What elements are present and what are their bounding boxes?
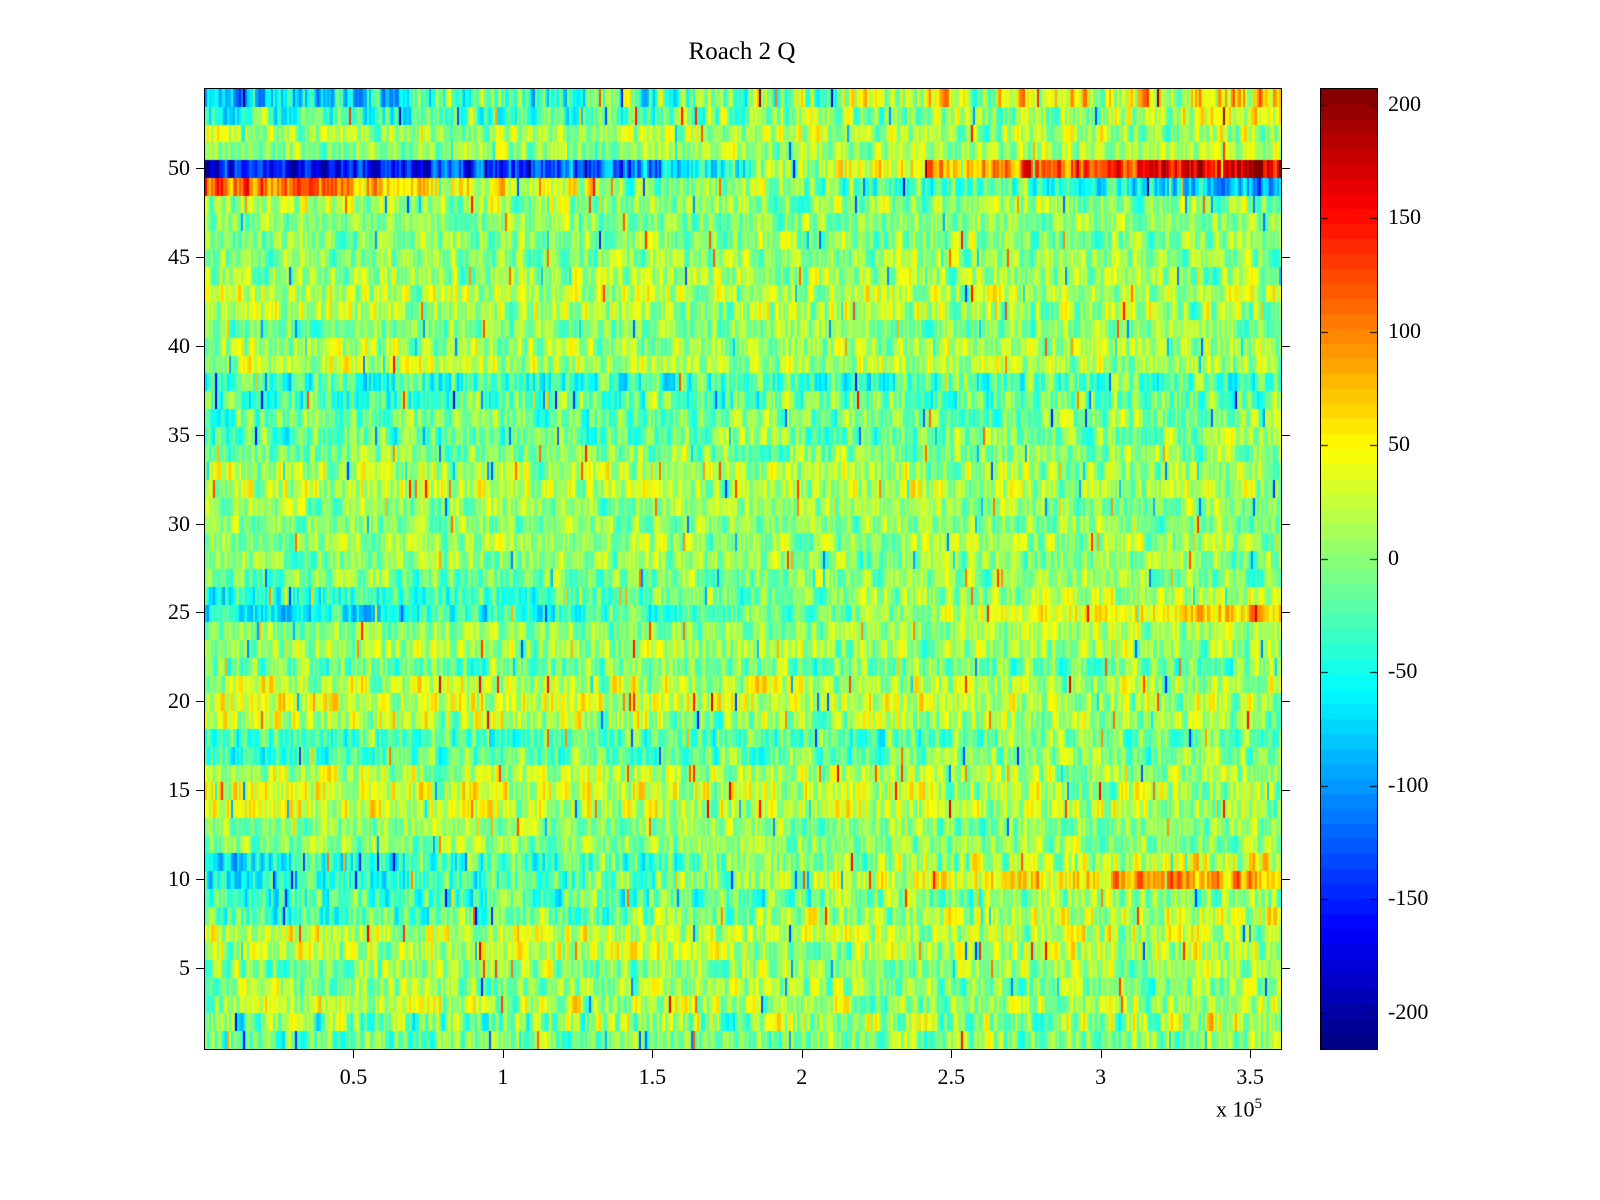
x-tick-label: 1 [497,1064,509,1089]
tick-mark [1282,346,1290,347]
colorbar-tick-label: 150 [1388,204,1421,230]
x-axis-multiplier: x 105 [1216,1096,1262,1122]
tick-mark [1282,435,1290,436]
x-tick-label: 0.5 [339,1064,368,1089]
plot-area [204,88,1282,1050]
tick-mark [1282,524,1290,525]
y-tick-label: 30 [168,510,190,536]
tick-mark [1282,701,1290,702]
tick-mark [196,257,204,258]
colorbar-tick-label: -100 [1388,771,1429,797]
x-tick-label: 1.5 [638,1064,667,1089]
tick-mark [1282,257,1290,258]
tick-mark [503,1050,504,1058]
tick-mark [1282,790,1290,791]
colorbar-tick-label: -150 [1388,885,1429,911]
tick-mark [196,790,204,791]
tick-mark [1282,968,1290,969]
x-tick-label: 3 [1095,1064,1107,1089]
tick-mark [1250,1050,1251,1058]
tick-mark [353,1050,354,1058]
tick-mark [196,968,204,969]
x-axis-multiplier-exponent: 5 [1254,1096,1263,1112]
tick-mark [196,524,204,525]
y-tick-label: 40 [168,332,190,358]
tick-mark [196,612,204,613]
colorbar-tick-label: 200 [1388,90,1421,116]
tick-mark [196,168,204,169]
y-tick-label: 45 [168,243,190,269]
colorbar-tick-label: -50 [1388,658,1418,684]
colorbar-canvas [1321,89,1377,1049]
y-tick-label: 50 [168,155,190,180]
tick-mark [1101,1050,1102,1058]
tick-mark [1282,612,1290,613]
colorbar [1320,88,1378,1050]
y-tick-label: 15 [168,777,190,803]
x-axis-multiplier-prefix: x 10 [1216,1096,1255,1122]
tick-mark [196,435,204,436]
x-tick-label: 2 [796,1064,808,1089]
x-tick-label: 3.5 [1236,1064,1264,1089]
tick-mark [196,879,204,880]
tick-mark [1282,879,1290,880]
y-tick-label: 5 [179,955,190,980]
tick-mark [802,1050,803,1058]
tick-mark [652,1050,653,1058]
tick-mark [196,346,204,347]
colorbar-tick-label: 0 [1388,544,1399,570]
tick-mark [196,701,204,702]
colorbar-tick-label: 100 [1388,317,1421,343]
y-tick-label: 25 [168,599,190,625]
y-tick-label: 20 [168,688,190,714]
x-tick-label: 2.5 [937,1064,965,1089]
heatmap-canvas [205,89,1281,1049]
chart-title: Roach 2 Q [688,38,796,65]
tick-mark [1282,168,1290,169]
y-tick-label: 35 [168,421,190,447]
colorbar-tick-label: 50 [1388,431,1410,457]
y-tick-label: 10 [168,866,190,892]
colorbar-tick-label: -200 [1388,998,1429,1024]
tick-mark [951,1050,952,1058]
